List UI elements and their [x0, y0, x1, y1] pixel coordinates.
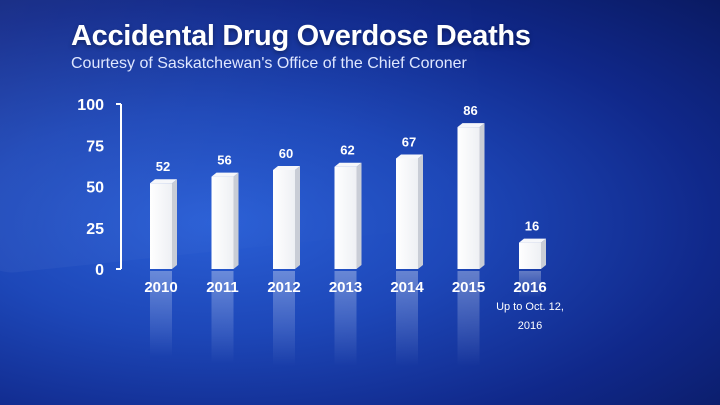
bars-group: [150, 123, 546, 269]
bar-side: [233, 172, 239, 269]
y-tick-label: 100: [77, 97, 104, 114]
y-tick-label: 25: [86, 221, 104, 238]
bar-top: [519, 238, 546, 243]
bar-reflection: [396, 271, 418, 366]
data-label: 16: [525, 219, 539, 234]
bar-reflection: [150, 271, 172, 357]
y-axis: 0 25 50 75 100: [77, 97, 122, 279]
data-label: 60: [279, 146, 293, 161]
bar-side: [418, 154, 423, 269]
data-label: 86: [463, 103, 477, 118]
bar: [273, 170, 295, 269]
bar: [211, 176, 234, 269]
annotation-note: Up to Oct. 12,: [496, 301, 564, 313]
y-tick-label: 75: [86, 138, 104, 155]
bar-top: [457, 123, 485, 128]
bar-side: [295, 166, 300, 269]
chart-subtitle: Courtesy of Saskatchewan's Office of the…: [71, 55, 467, 72]
bar-reflection: [273, 271, 295, 366]
bar-top: [211, 172, 239, 177]
bar-reflection: [519, 271, 541, 298]
bar: [150, 183, 172, 269]
bar: [519, 242, 541, 269]
bar-reflection: [457, 271, 480, 366]
bar-reflection: [211, 271, 234, 364]
data-label: 52: [156, 159, 170, 174]
bar: [457, 127, 480, 269]
bar: [334, 166, 357, 269]
bar-side: [479, 123, 485, 269]
bar-side: [541, 238, 546, 269]
x-tick-label: 2010: [144, 279, 177, 296]
bar-side: [356, 162, 362, 269]
bar-side: [172, 179, 177, 269]
x-tick-label: 2012: [267, 279, 300, 296]
bar: [396, 158, 418, 269]
x-tick-label: 2015: [452, 279, 485, 296]
bar-top: [396, 154, 423, 159]
data-label: 67: [402, 134, 416, 149]
bar-reflections: [150, 271, 541, 366]
annotation-note: 2016: [518, 320, 542, 332]
x-tick-label: 2014: [390, 279, 424, 296]
bar-top: [150, 179, 177, 184]
data-label: 56: [217, 153, 231, 168]
data-label: 62: [340, 143, 354, 158]
y-tick-label: 50: [86, 180, 104, 197]
x-tick-label: 2013: [329, 279, 362, 296]
labels-group: 52 2010 56 2011 60 2012 62 2013 67 2014 86 2015 16 20…: [144, 103, 564, 332]
bar-top: [334, 162, 362, 167]
y-tick-label: 0: [95, 262, 104, 279]
chart-title: Accidental Drug Overdose Deaths: [71, 20, 531, 52]
bar-reflection: [334, 271, 357, 366]
x-tick-label: 2016: [513, 279, 546, 296]
bar-top: [273, 166, 300, 170]
x-tick-label: 2011: [206, 279, 239, 296]
